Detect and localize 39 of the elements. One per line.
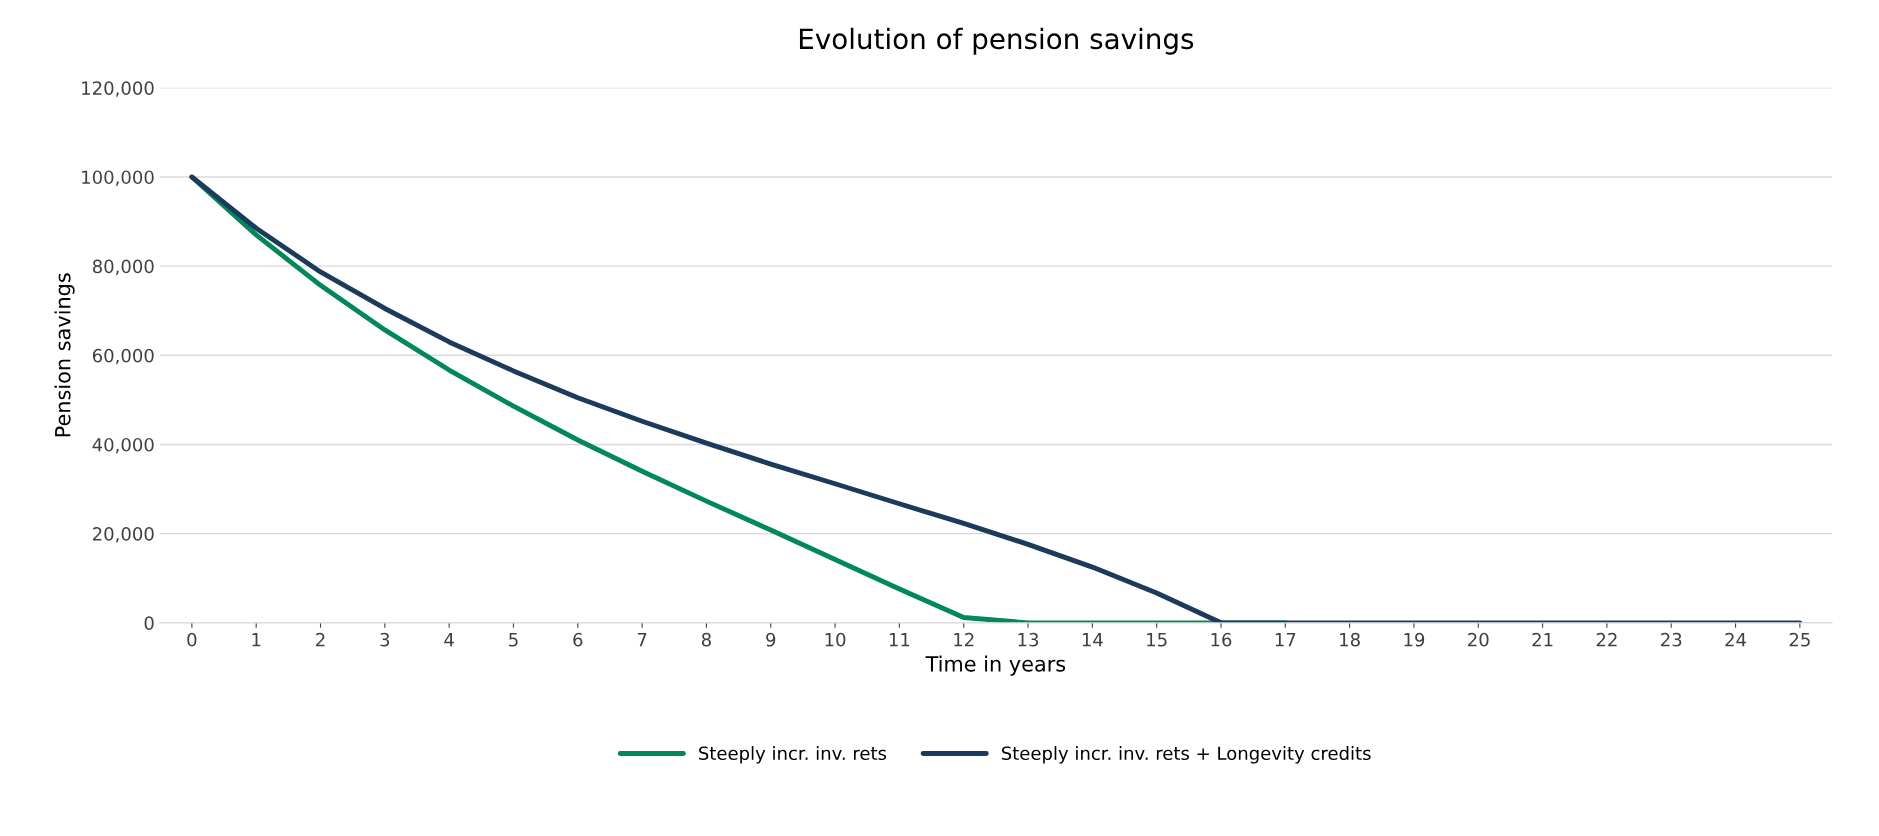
x-tick-label: 20 xyxy=(1468,632,1489,647)
legend-label: Steeply incr. inv. rets + Longevity credits xyxy=(1001,746,1371,764)
x-tick-label: 10 xyxy=(825,632,846,647)
x-axis-title: Time in years xyxy=(925,655,1066,676)
y-tick-label: 60,000 xyxy=(92,348,154,365)
y-tick-label: 100,000 xyxy=(82,170,154,186)
x-tick-label: 6 xyxy=(573,632,583,647)
legend-label: Steeply incr. inv. rets xyxy=(699,746,887,764)
x-tick-label: 8 xyxy=(701,632,711,647)
y-axis-title: Pension savings xyxy=(54,273,75,437)
y-tick-label: 120,000 xyxy=(82,81,154,97)
x-tick-label: 14 xyxy=(1082,633,1103,647)
x-tick-label: 3 xyxy=(380,632,390,647)
x-tick-label: 15 xyxy=(1147,633,1167,647)
x-tick-label: 18 xyxy=(1340,632,1360,647)
y-tick-label: 40,000 xyxy=(92,437,154,454)
x-tick-label: 4 xyxy=(444,633,454,647)
x-tick-label: 22 xyxy=(1596,632,1617,647)
x-tick-label: 25 xyxy=(1789,632,1810,647)
line-series xyxy=(189,174,1803,623)
x-tick-label: 16 xyxy=(1211,632,1232,647)
x-tick-label: 13 xyxy=(1018,632,1039,647)
x-tick-label: 23 xyxy=(1661,632,1682,647)
x-tick-label: 12 xyxy=(954,632,974,647)
x-tick-label: 7 xyxy=(637,633,647,647)
x-tick-label: 5 xyxy=(509,633,518,647)
x-tick-label: 11 xyxy=(889,633,910,647)
y-tick-label: 80,000 xyxy=(92,259,154,276)
x-tick-label: 19 xyxy=(1404,632,1425,647)
x-tick-label: 24 xyxy=(1725,632,1747,647)
y-tick-label: 0 xyxy=(144,616,154,630)
x-tick-label: 0 xyxy=(187,632,197,647)
y-tick-label: 20,000 xyxy=(93,527,154,543)
x-tick-label: 9 xyxy=(766,632,776,647)
x-tick-label: 2 xyxy=(316,632,325,647)
x-tick-label: 21 xyxy=(1532,632,1553,647)
chart-title: Evolution of pension savings xyxy=(799,27,1194,55)
x-tick-label: 17 xyxy=(1275,633,1296,647)
x-tick-label: 1 xyxy=(252,633,261,647)
